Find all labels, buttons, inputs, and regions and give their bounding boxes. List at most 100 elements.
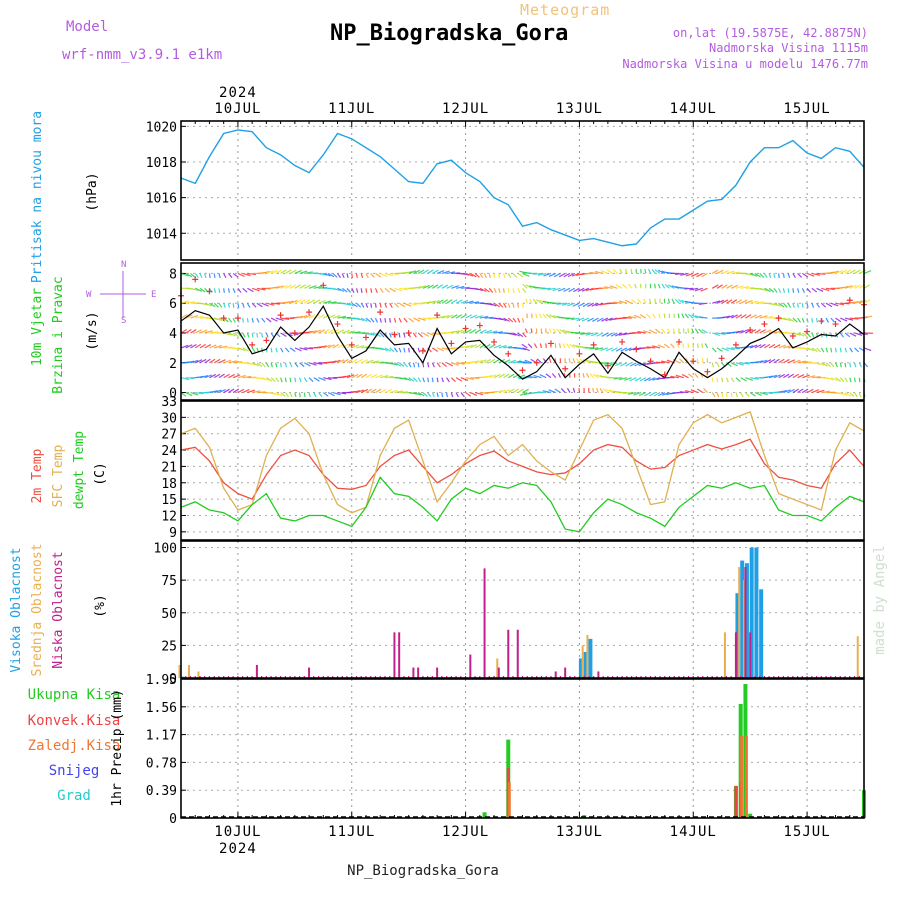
cloud-baseline-bar [716,676,718,678]
wind-arrow [214,344,223,349]
wind-arrow [389,389,398,394]
day-tick-label-bottom: 12JUL [442,824,489,840]
wind-arrow [802,361,812,364]
cloud-baseline-bar [298,676,301,678]
wind-arrow [303,392,306,398]
wind-arrow [542,313,547,319]
wind-arrow [403,362,408,368]
wind-arrow [470,360,479,364]
wind-arrow [821,287,830,292]
wind-arrow [228,332,236,337]
wind-arrow [816,287,824,292]
wind-arrow [633,314,642,319]
wind-arrow [820,302,827,308]
day-tick-label-top: 11JUL [328,101,375,117]
wind-arrow [327,328,334,334]
wind-arrow [792,373,800,379]
wind-arrow [704,343,709,349]
cloud-baseline-bar [664,676,666,678]
cloud-bar [749,547,754,678]
wind-arrow [280,284,288,289]
wind-arrow [629,377,637,382]
wind-arrow [341,358,349,364]
wind-arrow [601,317,609,322]
wind-arrow [303,299,311,304]
wind-arrow [261,362,266,368]
wind-arrow [644,377,651,382]
wind-arrow [849,377,852,383]
wind-arrow [294,269,302,274]
wind-gust-marker [647,358,654,365]
wind-arrow [512,317,517,323]
wind-arrow [730,299,738,304]
wind-arrow [587,317,594,322]
wind-arrow [711,347,717,353]
wind-gust-marker [306,309,313,316]
wind-arrow [213,373,221,379]
wind-arrow [622,316,632,319]
pressure-unit-label: (hPa) [85,172,100,211]
wind-arrow [849,362,852,368]
wind-arrow [246,318,249,323]
wind-gust-marker [747,327,754,334]
wind-arrow [663,343,670,349]
day-tick-label-bottom: 13JUL [556,824,603,840]
wind-arrow [408,302,417,306]
wind-arrow [413,269,421,274]
wind-arrow [489,330,498,334]
wind-arrow [694,373,699,379]
cloud-baseline-bar [825,676,827,678]
wind-arrow [380,347,388,352]
wind-arrow [489,344,496,349]
cloud-baseline-bar [754,676,756,678]
wind-arrow [256,302,263,308]
wind-arrow [218,373,225,379]
wind-arrow [185,377,195,380]
wind-arrow [261,270,270,275]
wind-gust-marker [419,347,426,354]
wind-arrow [252,390,261,394]
precip-bar [744,736,748,818]
wind-arrow [360,317,368,322]
wind-arrow [670,375,680,379]
wind-arrow [313,377,320,382]
wind-arrow [493,373,501,379]
cloud-baseline-bar [256,676,258,678]
wind-arrow [460,392,465,398]
wind-arrow [284,347,290,353]
wind-arrow [624,347,632,352]
wind-arrow [185,360,195,364]
wind-arrow [299,314,308,319]
wind-arrow [318,314,325,319]
wind-arrow [551,373,557,379]
wind-arrow [417,285,426,289]
wind-arrow [726,270,735,275]
wind-arrow [759,272,765,278]
wind-arrow [389,302,393,308]
wind-arrow [342,316,352,319]
wind-arrow [797,360,807,364]
wind-arrow [679,391,689,394]
wind-arrow [539,374,547,379]
wind-arrow [280,317,290,320]
day-tick-label-bottom: 14JUL [670,824,717,840]
y-tick-label: 0 [169,387,177,402]
wind-arrow [484,302,493,306]
wind-arrow [642,362,651,366]
wind-arrow [801,332,808,338]
wind-arrow [816,389,825,394]
wind-arrow [503,373,510,379]
wind-arrow [694,328,699,334]
watermark-label: made by Angel [872,545,888,655]
wind-arrow [223,288,225,293]
wind-arrow [450,392,454,398]
wind-arrow [251,287,260,292]
cloud-label-high: Visoka Oblacnost [9,547,24,672]
wind-arrow [624,377,632,381]
wind-arrow [661,360,670,364]
y-tick-label: 1020 [146,120,177,135]
wind-arrow [398,362,405,368]
wind-gust-marker [576,350,583,357]
precip-axis-label: 1hr Precip (mm) [110,689,125,806]
cloud-baseline-bar [612,676,614,678]
